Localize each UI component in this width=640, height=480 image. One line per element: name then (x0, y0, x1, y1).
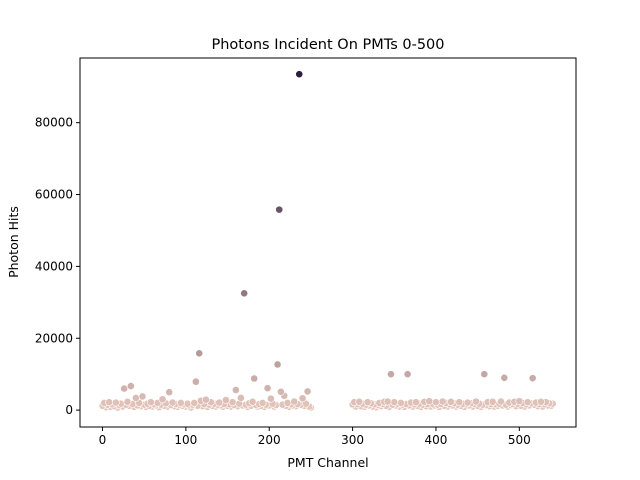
data-point (236, 393, 245, 402)
data-point (111, 398, 120, 407)
data-point (298, 394, 307, 403)
data-point (165, 388, 174, 397)
y-axis-label: Photon Hits (6, 206, 21, 278)
data-point (138, 392, 147, 401)
data-point (146, 398, 155, 407)
x-tick-label: 200 (258, 433, 281, 447)
data-point (383, 397, 392, 406)
data-point (120, 384, 129, 393)
data-point (363, 398, 372, 407)
data-point (523, 398, 532, 407)
data-point (190, 399, 199, 407)
data-point (263, 384, 272, 393)
data-point (447, 397, 455, 406)
data-point (105, 398, 114, 407)
data-point (201, 395, 210, 404)
data-point (191, 377, 200, 386)
y-tick-label: 20000 (35, 331, 73, 345)
y-tick-label: 60000 (35, 188, 73, 202)
data-point (131, 393, 140, 402)
data-point (215, 398, 224, 407)
x-tick-label: 400 (424, 433, 447, 447)
x-axis-ticks: 0 100 200 300 400 500 (99, 427, 531, 447)
y-tick-label: 0 (65, 403, 73, 417)
data-point (295, 70, 304, 79)
data-point (158, 395, 167, 404)
plot-frame (79, 57, 577, 428)
data-point (412, 398, 420, 407)
points-layer (98, 70, 557, 412)
data-point (273, 360, 282, 369)
data-point (240, 289, 249, 298)
data-point (463, 398, 472, 407)
data-point (438, 397, 447, 406)
data-point (228, 398, 237, 407)
x-tick-label: 100 (174, 433, 197, 447)
data-point (472, 397, 480, 406)
data-point (425, 397, 434, 406)
data-point (355, 397, 364, 406)
data-point (488, 397, 497, 406)
y-tick-label: 80000 (35, 116, 73, 130)
data-point (168, 398, 177, 407)
data-point (500, 373, 509, 382)
y-axis-ticks: 0 20000 40000 60000 80000 (35, 116, 80, 417)
x-tick-label: 0 (99, 433, 107, 447)
data-point (221, 396, 230, 404)
data-point (397, 399, 405, 407)
data-point (480, 370, 489, 379)
data-point (123, 397, 132, 406)
data-point (231, 386, 240, 394)
data-point (248, 397, 257, 406)
data-point (403, 370, 412, 379)
data-point (176, 399, 185, 407)
x-tick-label: 500 (508, 433, 531, 447)
x-tick-label: 300 (341, 433, 364, 447)
data-point (290, 397, 299, 406)
data-point (195, 349, 204, 358)
data-point (455, 398, 464, 407)
data-point (126, 382, 135, 390)
data-point (250, 374, 259, 383)
data-point (515, 397, 524, 406)
data-point (266, 394, 275, 403)
data-point (258, 399, 267, 407)
data-point (528, 374, 537, 383)
data-point (303, 387, 312, 396)
data-point (390, 398, 399, 407)
x-axis-label: PMT Channel (287, 455, 368, 470)
chart-title: Photons Incident On PMTs 0-500 (211, 37, 444, 53)
data-point (497, 397, 505, 406)
data-point (387, 370, 395, 379)
data-point (537, 397, 545, 406)
data-point (432, 398, 440, 407)
data-point (276, 387, 285, 396)
data-point (183, 399, 192, 408)
data-point (275, 205, 284, 214)
data-point (283, 399, 292, 407)
y-tick-label: 40000 (35, 259, 73, 273)
